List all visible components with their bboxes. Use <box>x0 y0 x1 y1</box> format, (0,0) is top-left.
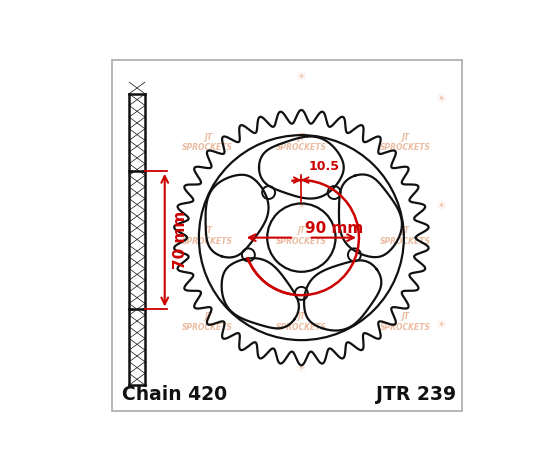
Text: ☀: ☀ <box>127 92 138 106</box>
Text: 10.5: 10.5 <box>309 160 339 173</box>
Text: ☀: ☀ <box>296 200 307 213</box>
Text: ☀: ☀ <box>436 319 447 332</box>
Text: JT
SPROCKETS: JT SPROCKETS <box>380 312 431 332</box>
Text: ☀: ☀ <box>436 92 447 106</box>
Text: JTR 239: JTR 239 <box>376 385 456 404</box>
Text: ☀: ☀ <box>127 200 138 213</box>
Text: JT
SPROCKETS: JT SPROCKETS <box>183 133 234 152</box>
Bar <box>129 94 145 385</box>
Text: JT
SPROCKETS: JT SPROCKETS <box>183 226 234 246</box>
Text: JT
SPROCKETS: JT SPROCKETS <box>276 133 327 152</box>
Text: Chain 420: Chain 420 <box>122 385 227 404</box>
Text: ☀: ☀ <box>127 319 138 332</box>
Text: JT
SPROCKETS: JT SPROCKETS <box>380 133 431 152</box>
Text: JT
SPROCKETS: JT SPROCKETS <box>380 226 431 246</box>
Text: ☀: ☀ <box>296 71 307 84</box>
Text: ☀: ☀ <box>296 362 307 375</box>
Text: 70 mm: 70 mm <box>172 211 188 269</box>
Text: JT
SPROCKETS: JT SPROCKETS <box>183 312 234 332</box>
Text: ☀: ☀ <box>436 200 447 213</box>
Text: JT
SPROCKETS: JT SPROCKETS <box>276 312 327 332</box>
Text: 90 mm: 90 mm <box>305 221 363 236</box>
Text: JT
SPROCKETS: JT SPROCKETS <box>276 226 327 246</box>
